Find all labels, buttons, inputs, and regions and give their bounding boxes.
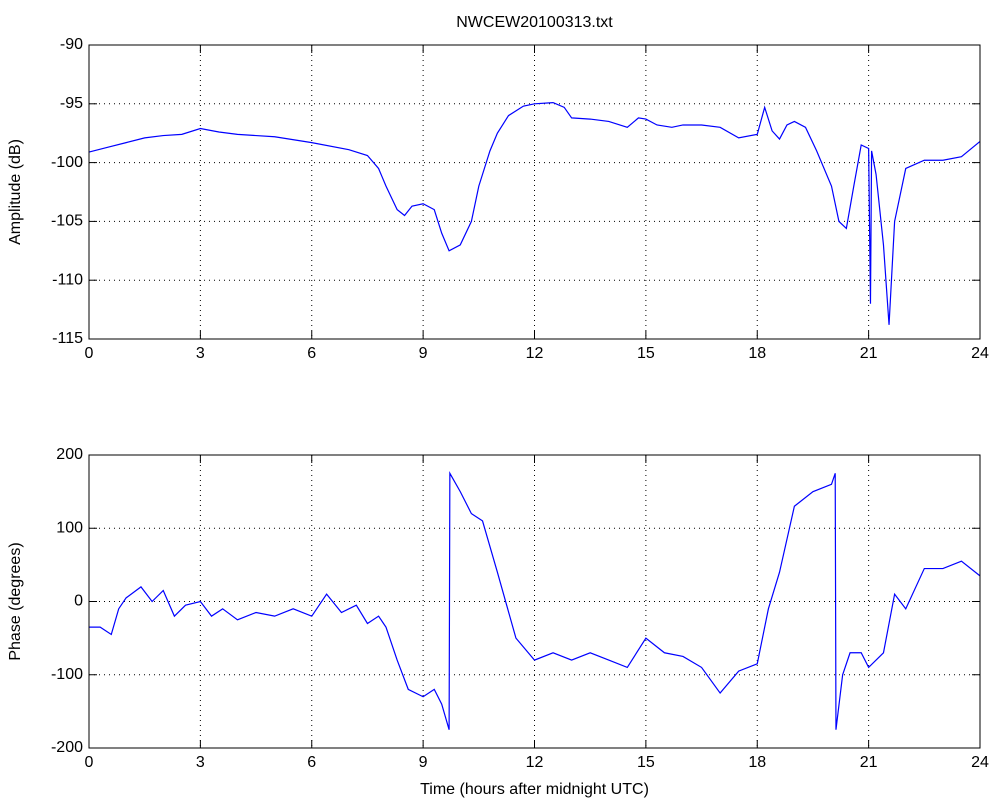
- y-tick-label: 200: [56, 446, 83, 463]
- y-tick-label: -115: [52, 330, 83, 347]
- data-line: [88, 102, 981, 325]
- x-tick-label: 15: [637, 345, 655, 362]
- x-tick-label: 24: [971, 754, 989, 771]
- x-tick-label: 12: [526, 345, 544, 362]
- x-tick-label: 12: [526, 754, 544, 771]
- y-axis-label: Phase (degrees): [7, 542, 24, 660]
- chart-title: NWCEW20100313.txt: [456, 14, 613, 31]
- axes-frame: [89, 45, 980, 339]
- x-axis-label: Time (hours after midnight UTC): [420, 781, 649, 798]
- x-tick-label: 21: [860, 754, 878, 771]
- x-tick-label: 6: [307, 345, 316, 362]
- data-line: [89, 471, 981, 730]
- x-tick-label: 18: [748, 754, 766, 771]
- y-tick-label: -90: [60, 36, 83, 53]
- x-tick-label: 6: [307, 754, 316, 771]
- x-tick-label: 18: [748, 345, 766, 362]
- x-tick-label: 0: [85, 345, 94, 362]
- x-tick-label: 9: [419, 345, 428, 362]
- y-tick-label: -105: [51, 213, 83, 230]
- x-tick-label: 9: [419, 754, 428, 771]
- x-tick-label: 15: [637, 754, 655, 771]
- y-tick-label: 0: [74, 593, 83, 610]
- y-tick-label: 100: [56, 519, 83, 536]
- x-tick-label: 21: [860, 345, 878, 362]
- x-tick-label: 3: [196, 345, 205, 362]
- y-tick-label: -95: [60, 95, 83, 112]
- x-tick-label: 3: [196, 754, 205, 771]
- y-axis-label: Amplitude (dB): [7, 139, 24, 245]
- y-tick-label: -110: [52, 271, 83, 288]
- y-tick-label: -100: [51, 666, 83, 683]
- axes-box: [88, 454, 981, 749]
- y-tick-label: -100: [51, 154, 83, 171]
- axes-box: [88, 44, 981, 340]
- x-tick-label: 24: [971, 345, 989, 362]
- y-tick-label: -200: [51, 739, 83, 756]
- x-tick-label: 0: [85, 754, 94, 771]
